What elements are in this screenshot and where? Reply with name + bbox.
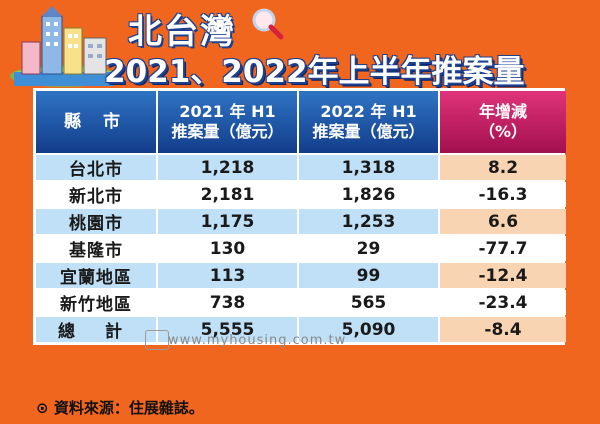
- target-icon: ⊙: [36, 399, 49, 417]
- row-change: -77.7: [440, 236, 566, 261]
- row-name: 宜蘭地區: [36, 263, 156, 288]
- page-title: 北台灣: [128, 12, 236, 52]
- header-2021-line2: 推案量（億元）: [171, 122, 284, 141]
- table-header-row: 縣 市 2021 年 H1 推案量（億元） 2022 年 H1 推案量（億元） …: [36, 91, 566, 153]
- row-name: 總 計: [36, 317, 156, 342]
- row-name: 新竹地區: [36, 290, 156, 315]
- row-name: 基隆市: [36, 236, 156, 261]
- row-value-2022: 565: [299, 290, 438, 315]
- row-value-2022: 1,253: [299, 209, 438, 234]
- row-value-2022: 1,318: [299, 155, 438, 180]
- row-value-2021: 1,218: [158, 155, 297, 180]
- row-value-2022: 5,090: [299, 317, 438, 342]
- row-value-2022: 99: [299, 263, 438, 288]
- row-change: -23.4: [440, 290, 566, 315]
- row-value-2022: 1,826: [299, 182, 438, 207]
- row-value-2022: 29: [299, 236, 438, 261]
- table-row: 桃園市 1,175 1,253 6.6: [36, 209, 566, 234]
- header-change-line1: 年增減: [478, 102, 527, 121]
- header-city: 縣 市: [36, 91, 156, 153]
- row-value-2021: 2,181: [158, 182, 297, 207]
- header-2022: 2022 年 H1 推案量（億元）: [299, 91, 438, 153]
- source-text: 資料來源：住展雜誌。: [53, 399, 204, 417]
- header-2022-line1: 2022 年 H1: [320, 102, 417, 121]
- header-change: 年增減 （%）: [440, 91, 566, 153]
- city-buildings-icon: [10, 6, 118, 87]
- row-name: 台北市: [36, 155, 156, 180]
- row-name: 新北市: [36, 182, 156, 207]
- table-row: 台北市 1,218 1,318 8.2: [36, 155, 566, 180]
- row-value-2021: 130: [158, 236, 297, 261]
- data-table: 縣 市 2021 年 H1 推案量（億元） 2022 年 H1 推案量（億元） …: [33, 88, 566, 345]
- page-subtitle: 2021、2022年上半年推案量: [104, 54, 525, 90]
- table-row: 基隆市 130 29 -77.7: [36, 236, 566, 261]
- header-2022-line2: 推案量（億元）: [312, 122, 425, 141]
- table-row: 新北市 2,181 1,826 -16.3: [36, 182, 566, 207]
- row-change: -8.4: [440, 317, 566, 342]
- watermark-url: www.myhousing.com.tw: [168, 333, 347, 348]
- header-2021-line1: 2021 年 H1: [179, 102, 276, 121]
- row-change: -16.3: [440, 182, 566, 207]
- header-change-line2: （%）: [478, 122, 528, 141]
- table-row: 宜蘭地區 113 99 -12.4: [36, 263, 566, 288]
- row-value-2021: 738: [158, 290, 297, 315]
- row-value-2021: 5,555: [158, 317, 297, 342]
- magnifier-icon: [252, 8, 284, 40]
- table-row-total: 總 計 5,555 5,090 -8.4: [36, 317, 566, 342]
- row-value-2021: 1,175: [158, 209, 297, 234]
- row-change: -12.4: [440, 263, 566, 288]
- row-value-2021: 113: [158, 263, 297, 288]
- row-change: 6.6: [440, 209, 566, 234]
- table-row: 新竹地區 738 565 -23.4: [36, 290, 566, 315]
- header: 北台灣 2021、2022年上半年推案量: [0, 0, 600, 90]
- watermark-logo-icon: [145, 330, 169, 350]
- row-change: 8.2: [440, 155, 566, 180]
- header-2021: 2021 年 H1 推案量（億元）: [158, 91, 297, 153]
- row-name: 桃園市: [36, 209, 156, 234]
- source-note: ⊙ 資料來源：住展雜誌。: [36, 397, 204, 418]
